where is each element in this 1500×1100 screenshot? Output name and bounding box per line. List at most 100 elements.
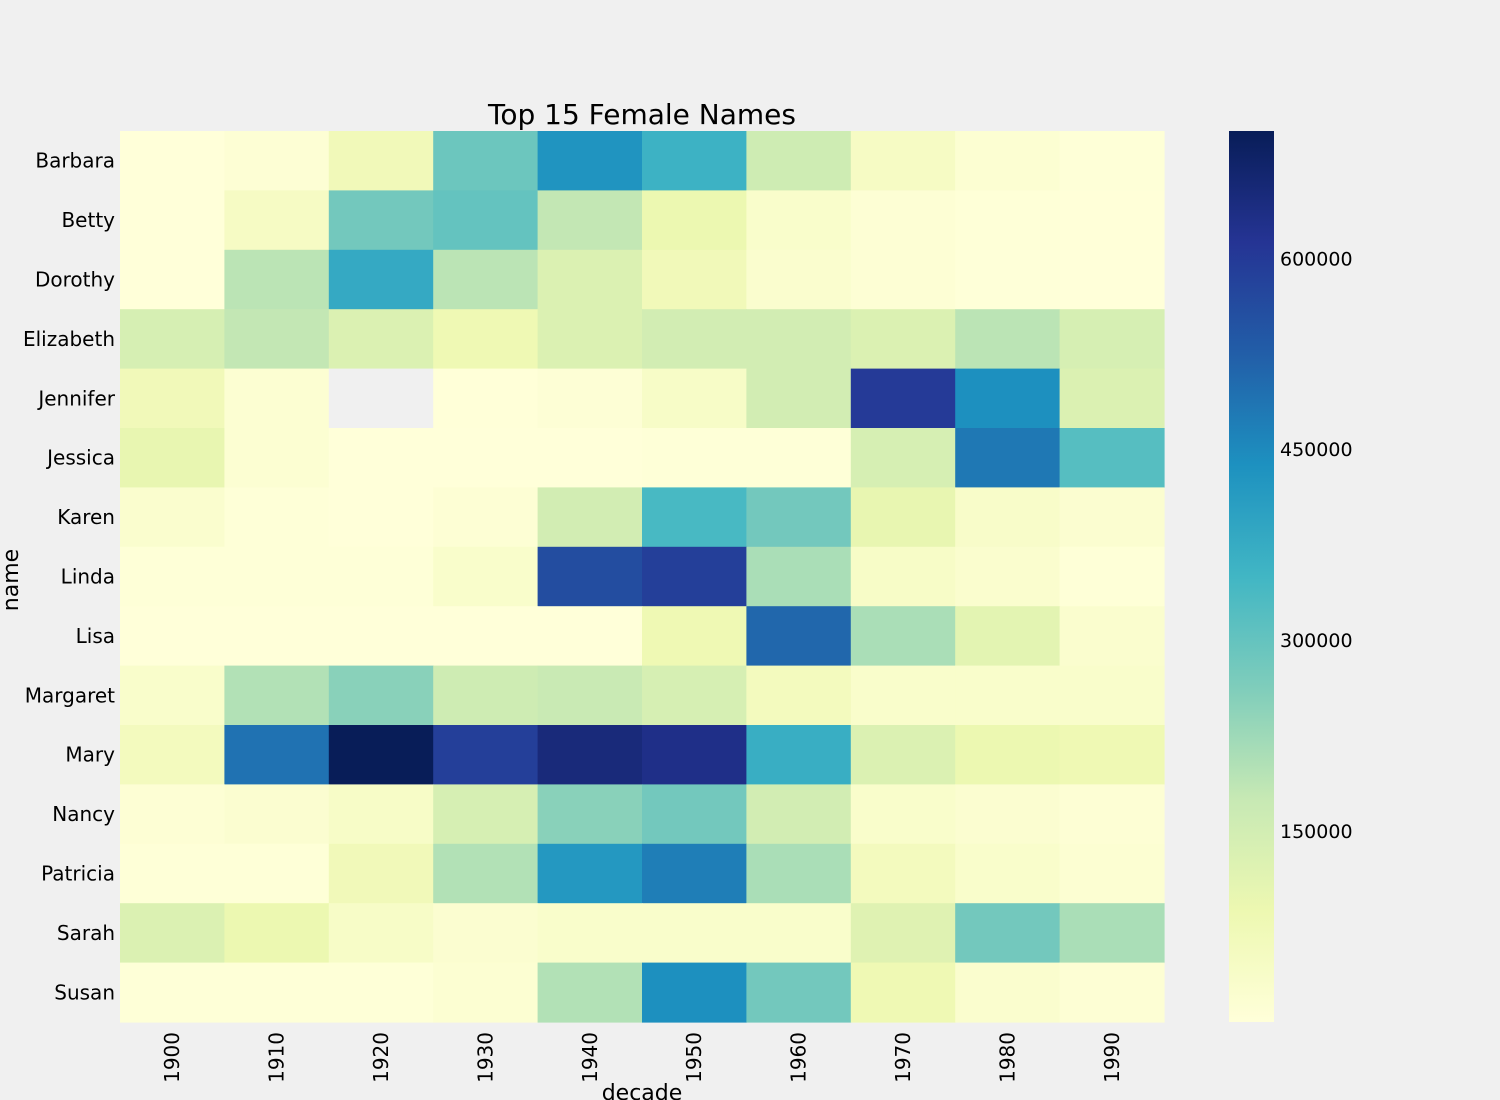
heatmap-cell (224, 962, 330, 1023)
heatmap-cell (955, 428, 1061, 488)
heatmap-cell (955, 725, 1061, 785)
heatmap-cell (642, 606, 747, 667)
heatmap-cell (642, 190, 747, 251)
colorbar: 150000 300000 450000 600000 (1229, 131, 1353, 1022)
heatmap-cell (642, 249, 747, 310)
heatmap-cell (537, 903, 643, 964)
heatmap-cell (224, 784, 330, 845)
heatmap-cell (850, 309, 956, 370)
heatmap-cell (955, 606, 1061, 667)
heatmap-cell (746, 309, 852, 370)
heatmap-cell (955, 368, 1061, 429)
heatmap-cell (746, 903, 852, 964)
y-tick-labels: Barbara Betty Dorothy Elizabeth Jennifer Jess… (23, 149, 116, 1005)
heatmap-cell (1059, 606, 1165, 667)
y-tick-label: Linda (61, 565, 115, 589)
heatmap-cell (328, 962, 434, 1023)
heatmap-cell (746, 725, 852, 785)
heatmap-cell (224, 843, 330, 904)
heatmap-cell (1059, 725, 1165, 785)
heatmap-cell (120, 487, 225, 548)
heatmap-cell (850, 487, 956, 548)
heatmap-cell (955, 487, 1061, 548)
heatmap-cell (746, 368, 852, 429)
heatmap-cell (1059, 190, 1165, 251)
y-tick-label: Jessica (45, 446, 115, 470)
heatmap-cell (850, 368, 956, 429)
x-tick-label: 1990 (1100, 1032, 1124, 1083)
y-tick-label: Betty (61, 208, 115, 232)
heatmap-cell (433, 487, 539, 548)
colorbar-tick-label: 150000 (1280, 821, 1353, 843)
heatmap-cell (537, 131, 643, 191)
heatmap-cell (433, 665, 539, 726)
heatmap-cell (120, 309, 225, 370)
heatmap-cell (642, 487, 747, 548)
heatmap-cell (746, 665, 852, 726)
colorbar-gradient (1229, 131, 1274, 1022)
heatmap-cell (328, 249, 434, 310)
colorbar-tick-label: 300000 (1280, 630, 1353, 652)
heatmap-cell (642, 131, 747, 191)
heatmap-cell (746, 249, 852, 310)
heatmap-cell (537, 368, 643, 429)
heatmap-cell (328, 309, 434, 370)
heatmap-cell (120, 962, 225, 1023)
heatmap-cell (224, 725, 330, 785)
heatmap-cell (537, 665, 643, 726)
heatmap-cell (120, 903, 225, 964)
heatmap-cell (328, 665, 434, 726)
heatmap-cell (746, 487, 852, 548)
y-tick-label: Jennifer (36, 386, 115, 410)
heatmap-cell (642, 428, 747, 488)
heatmap-cell (120, 665, 225, 726)
heatmap-cell (433, 190, 539, 251)
heatmap-cell (120, 606, 225, 667)
heatmap-cell (224, 546, 330, 607)
x-tick-label: 1960 (787, 1032, 811, 1083)
y-tick-label: Patricia (41, 862, 115, 886)
heatmap-cell (120, 843, 225, 904)
x-tick-labels: 1900 1910 1920 1930 1940 1950 1960 1970 1980 1990 (160, 1032, 1124, 1083)
heatmap-cell (433, 725, 539, 785)
heatmap-cell (433, 428, 539, 488)
heatmap-cell (537, 843, 643, 904)
x-tick-label: 1950 (682, 1032, 706, 1083)
heatmap-cell (328, 190, 434, 251)
heatmap-cell (433, 368, 539, 429)
heatmap-cells (120, 131, 1165, 1023)
heatmap-cell (224, 368, 330, 429)
heatmap-cell (1059, 665, 1165, 726)
heatmap-cell (328, 428, 434, 488)
heatmap-cell (537, 606, 643, 667)
heatmap-cell (1059, 784, 1165, 845)
heatmap-cell (224, 606, 330, 667)
heatmap-cell (746, 606, 852, 667)
y-tick-label: Dorothy (35, 268, 115, 292)
heatmap-cell (850, 962, 956, 1023)
x-tick-label: 1980 (995, 1032, 1019, 1083)
heatmap-cell (537, 249, 643, 310)
heatmap-cell (224, 665, 330, 726)
heatmap-cell (850, 606, 956, 667)
heatmap-cell (433, 784, 539, 845)
heatmap-cell (433, 606, 539, 667)
heatmap-cell (120, 131, 225, 191)
heatmap-cell (642, 309, 747, 370)
heatmap-cell (433, 962, 539, 1023)
y-tick-label: Susan (54, 980, 115, 1004)
heatmap-cell (746, 190, 852, 251)
heatmap-cell (642, 784, 747, 845)
heatmap-cell (328, 487, 434, 548)
heatmap-cell (224, 428, 330, 488)
heatmap-cell (120, 725, 225, 785)
y-tick-label: Sarah (57, 921, 115, 945)
heatmap-cell (224, 487, 330, 548)
heatmap-cell (642, 843, 747, 904)
heatmap-cell (537, 487, 643, 548)
heatmap-cell (537, 190, 643, 251)
heatmap-cell (328, 606, 434, 667)
heatmap-cell (955, 546, 1061, 607)
y-tick-label: Mary (65, 743, 115, 767)
heatmap-cell (537, 962, 643, 1023)
